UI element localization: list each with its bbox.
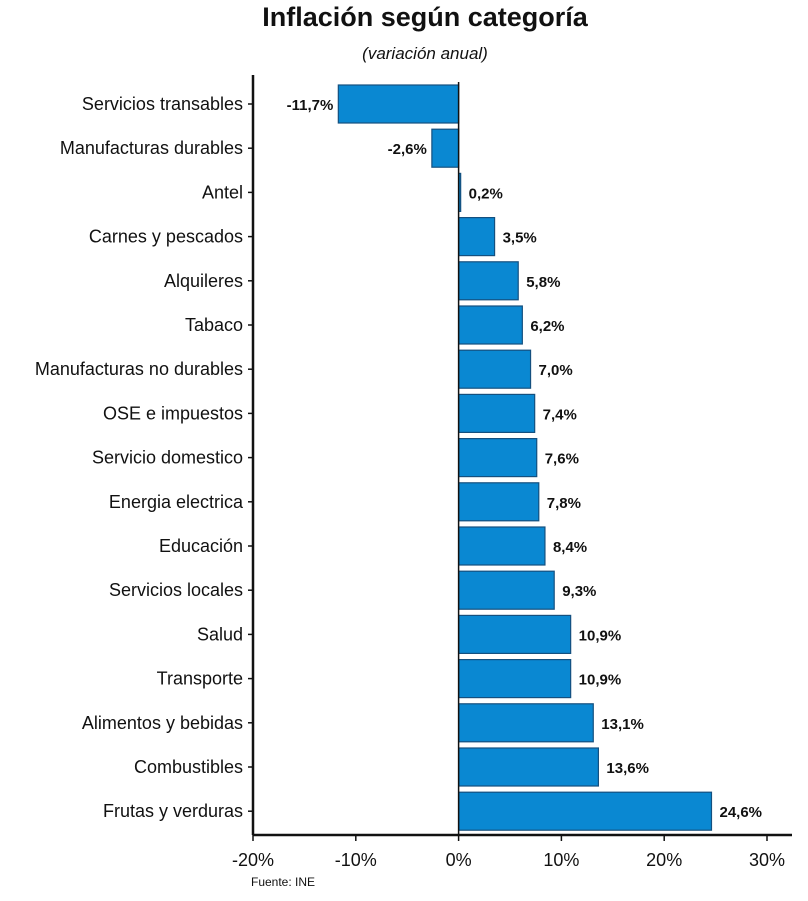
value-label: 7,4% (543, 406, 577, 423)
value-label: 13,1% (601, 716, 644, 733)
value-label: 5,8% (526, 274, 560, 291)
category-label: Carnes y pescados (89, 227, 243, 247)
value-label: 8,4% (553, 539, 587, 556)
x-tick-label: -10% (335, 850, 377, 870)
bar (458, 703, 594, 743)
value-label: 3,5% (503, 230, 537, 247)
category-label: Alimentos y bebidas (82, 713, 243, 733)
bar (431, 128, 460, 168)
source-note: Fuente: INE (251, 875, 316, 889)
category-label: Frutas y verduras (103, 801, 243, 821)
x-tick-label: 0% (446, 850, 472, 870)
category-label: Salud (197, 624, 243, 644)
value-label: 9,3% (562, 583, 596, 600)
category-label: Energia electrica (109, 492, 244, 512)
bar (458, 393, 536, 433)
category-label: Servicios transables (82, 94, 243, 114)
value-label: 10,9% (579, 672, 622, 689)
bar (458, 261, 519, 301)
bar (458, 526, 546, 566)
value-label: 13,6% (606, 760, 649, 777)
value-label: 7,8% (547, 495, 581, 512)
value-label: 24,6% (719, 804, 762, 821)
bar (458, 217, 496, 257)
category-label: OSE e impuestos (103, 403, 243, 423)
category-label: Antel (202, 182, 243, 202)
x-tick-label: 20% (646, 850, 682, 870)
bar (458, 658, 572, 699)
category-label: Servicios locales (109, 580, 243, 600)
category-label: Transporte (157, 669, 243, 689)
value-label: -11,7% (287, 97, 334, 114)
chart-subtitle: (variación anual) (362, 44, 488, 63)
category-label: Tabaco (185, 315, 243, 335)
value-label: 10,9% (579, 627, 622, 644)
chart-title: Inflación según categoría (262, 2, 588, 32)
category-label: Combustibles (134, 757, 243, 777)
category-label: Manufacturas no durables (35, 359, 243, 379)
value-label: -2,6% (388, 141, 427, 158)
x-tick-label: 10% (543, 850, 579, 870)
bar (458, 614, 572, 655)
value-label: 7,6% (545, 451, 579, 468)
x-tick-label: 30% (749, 850, 785, 870)
value-label: 0,2% (469, 185, 503, 202)
bar (458, 570, 555, 610)
bar (458, 305, 523, 345)
bar (458, 747, 600, 787)
bar (458, 482, 540, 522)
x-tick-label: -20% (232, 850, 274, 870)
value-label: 6,2% (530, 318, 564, 335)
bar (458, 791, 713, 831)
value-label: 7,0% (539, 362, 573, 379)
category-label: Alquileres (164, 271, 243, 291)
category-label: Educación (159, 536, 243, 556)
category-label: Manufacturas durables (60, 138, 243, 158)
category-label: Servicio domestico (92, 448, 243, 468)
bar (458, 349, 532, 389)
bar (337, 84, 460, 124)
bar (458, 438, 538, 478)
